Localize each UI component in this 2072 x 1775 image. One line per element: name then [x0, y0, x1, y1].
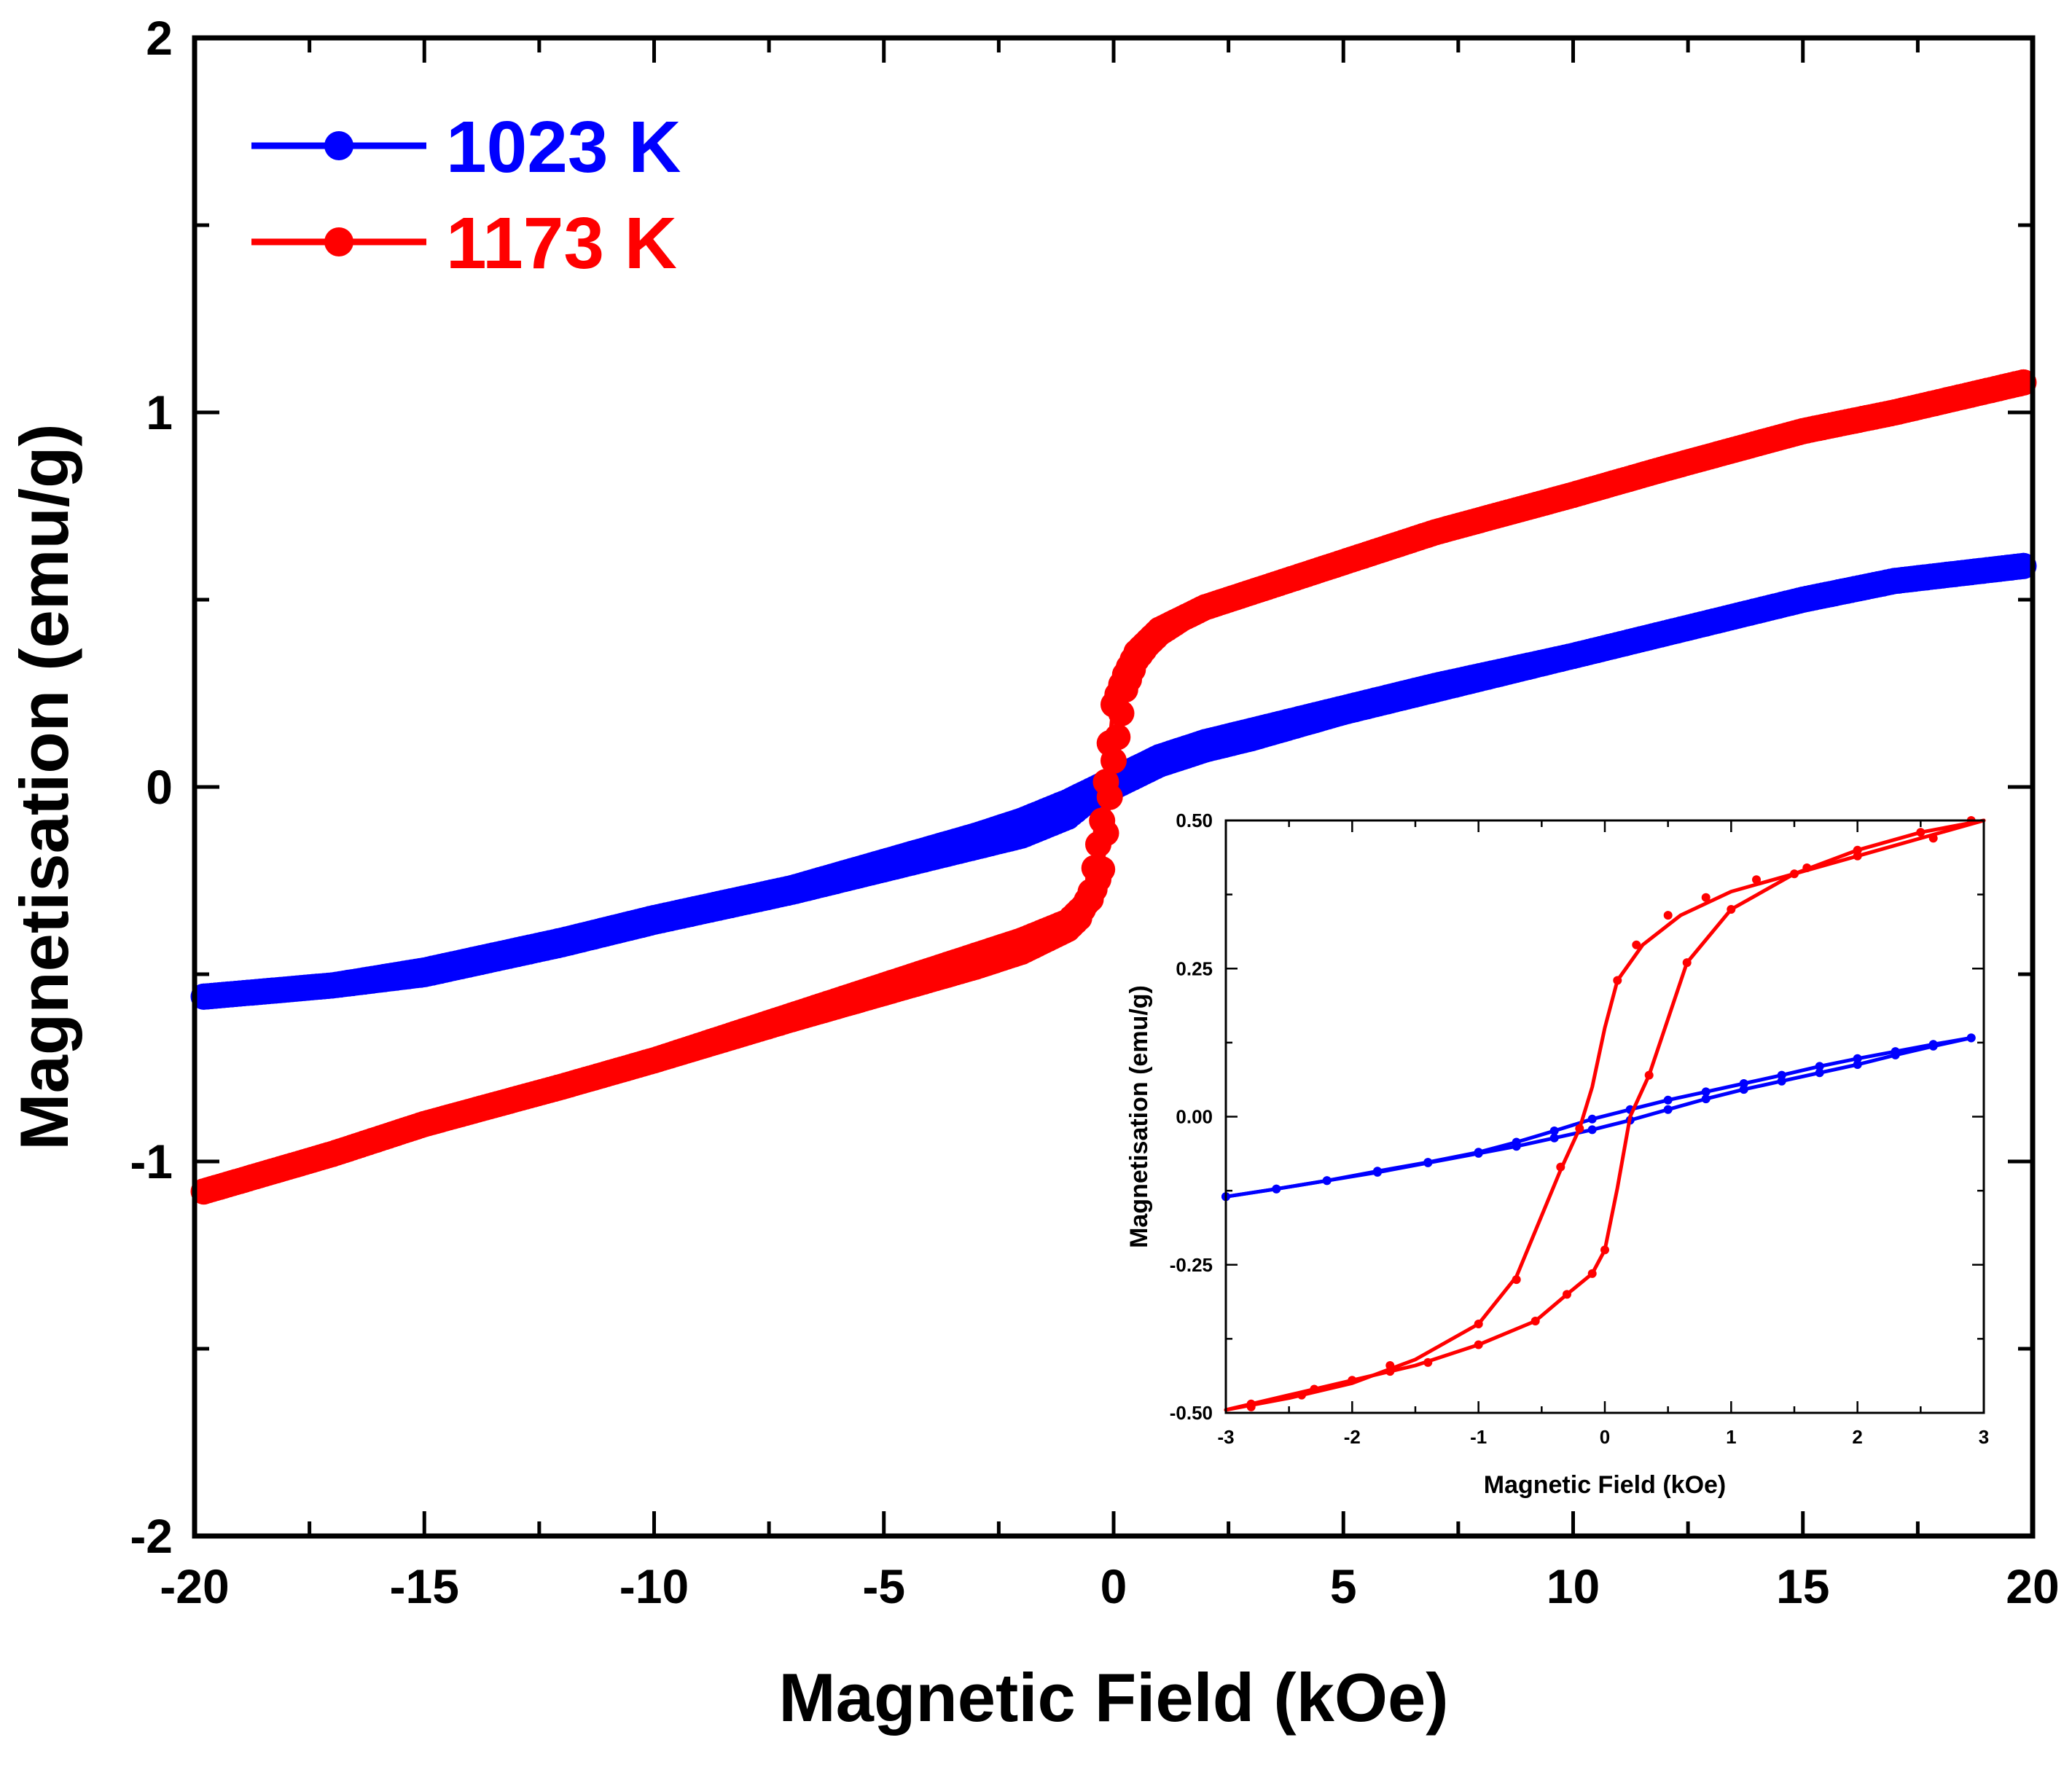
main-x-tick-label: 10	[1547, 1559, 1600, 1613]
inset-point-1173-k	[1530, 1317, 1540, 1325]
main-x-tick-label: 15	[1776, 1559, 1829, 1613]
inset-point-1023-k	[1891, 1047, 1900, 1057]
inset-point-1023-k	[1815, 1062, 1824, 1071]
inset-point-1023-k	[1663, 1095, 1673, 1105]
inset-point-1173-k	[1701, 893, 1711, 902]
inset-point-1023-k	[1701, 1087, 1711, 1097]
main-x-tick-label: -5	[862, 1559, 905, 1613]
main-y-tick-label: -1	[130, 1135, 173, 1188]
inset-x-tick-label: 0	[1600, 1426, 1610, 1448]
legend-label-1023k: 1023 K	[446, 106, 681, 188]
inset-point-1023-k	[1663, 1105, 1673, 1114]
main-x-tick-label: 0	[1100, 1559, 1127, 1613]
main-point-1173-k	[1100, 691, 1127, 718]
main-point-1173-k	[1081, 855, 1108, 882]
inset-y-tick-label: 0.50	[1176, 810, 1213, 831]
inset-x-tick-label: 2	[1852, 1426, 1862, 1448]
main-x-axis-title: Magnetic Field (kOe)	[778, 1659, 1448, 1736]
inset-y-tick-label: 0.25	[1176, 957, 1213, 979]
main-point-1173-k	[190, 1178, 217, 1205]
inset-point-1023-k	[1474, 1148, 1483, 1157]
inset-point-1173-k	[1853, 851, 1862, 861]
main-point-1173-k	[1089, 807, 1116, 834]
inset-x-tick-label: 3	[1979, 1426, 1989, 1448]
legend-marker-1173k	[324, 227, 353, 256]
inset-y-tick-label: 0.00	[1176, 1106, 1213, 1128]
main-y-axis-title: Magnetisation (emu/g)	[6, 423, 82, 1150]
inset-point-1173-k	[1916, 828, 1926, 837]
inset-x-tick-label: 1	[1726, 1426, 1736, 1448]
inset-point-1173-k	[1928, 834, 1938, 843]
inset-point-1023-k	[1701, 1094, 1711, 1104]
inset-point-1023-k	[1928, 1040, 1938, 1049]
main-point-1173-k	[1092, 769, 1119, 796]
inset-point-1023-k	[1549, 1133, 1559, 1143]
inset-point-1173-k	[1632, 940, 1641, 949]
main-series-group	[190, 369, 2037, 1205]
inset-point-1023-k	[1373, 1167, 1382, 1176]
main-x-tick-label: -10	[619, 1559, 689, 1613]
inset-point-1023-k	[1587, 1125, 1597, 1135]
inset-point-1173-k	[1474, 1320, 1483, 1328]
inset-point-1173-k	[1556, 1162, 1565, 1172]
main-y-tick-label: 2	[146, 11, 173, 65]
inset-y-tick-label: -0.25	[1170, 1254, 1213, 1276]
main-point-1173-k	[1085, 831, 1111, 858]
inset-point-1023-k	[1853, 1054, 1862, 1063]
inset-point-1173-k	[1600, 1245, 1609, 1255]
legend: 1023 K 1173 K	[251, 106, 681, 284]
inset-x-tick-label: -1	[1470, 1426, 1487, 1448]
inset-point-1173-k	[1802, 863, 1812, 872]
inset-point-1173-k	[1663, 911, 1673, 920]
inset-x-tick-label: -2	[1344, 1426, 1361, 1448]
inset-point-1173-k	[1752, 875, 1761, 885]
inset-point-1023-k	[1815, 1068, 1824, 1078]
inset-point-1023-k	[1549, 1126, 1559, 1135]
inset-point-1173-k	[1563, 1290, 1571, 1299]
main-x-tick-label: 20	[2006, 1559, 2059, 1613]
inset-point-1173-k	[1575, 1124, 1584, 1133]
inset-point-1173-k	[1613, 976, 1622, 985]
inset-y-tick-label: -0.50	[1170, 1402, 1213, 1424]
inset-point-1173-k	[1246, 1399, 1256, 1408]
main-y-tick-label: 0	[146, 760, 173, 814]
main-point-1023-k	[190, 983, 217, 1010]
inset-point-1173-k	[1385, 1361, 1395, 1370]
inset-point-1023-k	[1853, 1060, 1862, 1069]
main-x-tick-label: 5	[1330, 1559, 1357, 1613]
inset-point-1023-k	[1966, 1033, 1976, 1043]
inset-point-1173-k	[1512, 1275, 1521, 1285]
inset-x-axis-title: Magnetic Field (kOe)	[1484, 1471, 1727, 1499]
inset-point-1173-k	[1587, 1269, 1597, 1278]
inset-y-axis-title: Magnetisation (emu/g)	[1125, 985, 1153, 1248]
inset-point-1023-k	[1777, 1070, 1786, 1080]
legend-label-1173k: 1173 K	[446, 203, 677, 284]
inset-point-1173-k	[1310, 1384, 1319, 1394]
inset-point-1023-k	[1272, 1184, 1281, 1194]
inset-point-1023-k	[1322, 1176, 1332, 1186]
inset-point-1173-k	[1423, 1357, 1433, 1367]
legend-marker-1023k	[324, 131, 353, 160]
inset-point-1023-k	[1512, 1137, 1521, 1147]
inset-point-1173-k	[1474, 1340, 1483, 1349]
inset-point-1173-k	[1682, 958, 1692, 968]
inset-x-tick-label: -3	[1217, 1426, 1234, 1448]
main-x-tick-label: -15	[390, 1559, 459, 1613]
inset-point-1173-k	[1644, 1070, 1654, 1080]
inset-point-1023-k	[1739, 1079, 1748, 1088]
inset-plot: -3 -2 -1 0 1 2 3 -0.50 -0.25 0.00 0.25 0.50 Magnetic…	[1125, 810, 1989, 1499]
main-x-tick-label: -20	[160, 1559, 229, 1613]
inset-point-1173-k	[1727, 905, 1736, 914]
inset-point-1023-k	[1587, 1114, 1597, 1124]
inset-point-1023-k	[1423, 1158, 1433, 1167]
main-y-tick-label: -2	[130, 1509, 173, 1563]
inset-series-group	[1221, 816, 1986, 1412]
main-y-tick-label: 1	[146, 385, 173, 439]
main-point-1173-k	[1096, 730, 1123, 756]
